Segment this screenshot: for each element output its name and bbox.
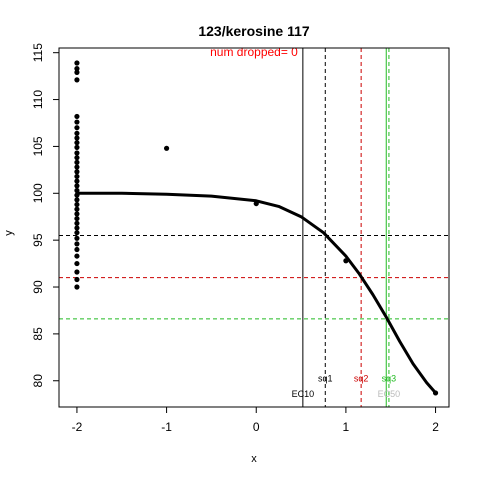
data-point [74, 276, 80, 283]
data-point [74, 140, 80, 146]
data-point [74, 241, 80, 247]
data-point [74, 159, 80, 165]
fit-curve [75, 191, 438, 395]
x-tick-label: 2 [432, 420, 439, 434]
data-point [74, 69, 80, 75]
x-tick-label: 1 [343, 420, 350, 434]
data-point [74, 119, 80, 125]
data-point [432, 390, 439, 396]
data-point [74, 144, 80, 150]
x-axis-label: x [251, 453, 257, 465]
data-point [74, 235, 80, 241]
data-point [74, 125, 80, 131]
fit-curve-layer [75, 191, 438, 395]
x-tick-label: -2 [72, 420, 83, 434]
data-point [74, 201, 80, 208]
chart-title: 123/kerosine 117 [198, 23, 310, 39]
y-tick-label: 115 [31, 43, 45, 62]
y-tick-label: 110 [31, 90, 45, 109]
line-label-sq3: sq3 [382, 373, 397, 383]
data-point [74, 197, 80, 203]
data-point [74, 220, 80, 226]
data-point [74, 135, 80, 141]
data-point [74, 211, 80, 217]
data-point [74, 178, 80, 184]
y-tick-label: 100 [31, 183, 45, 203]
data-point [74, 225, 80, 231]
x-tick-label: 0 [253, 420, 260, 434]
line-label-sq1: sq1 [318, 373, 333, 383]
data-point [74, 130, 80, 136]
data-point [74, 164, 80, 170]
data-point [74, 169, 80, 175]
data-point [74, 253, 80, 259]
plot-frame [58, 47, 450, 408]
data-point [163, 145, 170, 151]
line-label-sq2: sq2 [354, 373, 369, 383]
data-point [74, 150, 80, 156]
data-point [74, 155, 80, 161]
data-point [74, 192, 80, 198]
chart-subtitle: num dropped= 0 [210, 45, 298, 59]
line-label-ec50: EC50 [378, 389, 401, 399]
data-point [74, 183, 80, 189]
data-point [74, 246, 80, 253]
data-point [74, 173, 80, 180]
data-point [74, 113, 80, 120]
data-point [74, 60, 80, 66]
data-point [74, 77, 80, 83]
y-tick-label: 105 [31, 136, 45, 156]
data-point [74, 206, 80, 212]
reference-lines [59, 48, 449, 407]
data-point [74, 66, 80, 72]
y-tick-label: 95 [31, 233, 45, 247]
line-label-ec10: EC10 [292, 389, 315, 399]
data-point [74, 260, 80, 267]
y-tick-label: 85 [31, 327, 45, 341]
y-tick-label: 80 [31, 374, 45, 388]
data-points [74, 60, 439, 396]
y-tick-label: 90 [31, 280, 45, 294]
data-point [253, 200, 259, 207]
data-point [74, 284, 80, 290]
data-point [74, 230, 80, 236]
axes: -2 -1 0 1 2 80 85 90 95 100 105 110 115 [31, 43, 439, 434]
data-point [343, 258, 349, 264]
data-point [74, 187, 80, 194]
y-axis-label: y [3, 230, 15, 236]
data-point [74, 215, 80, 222]
x-tick-label: -1 [161, 420, 172, 434]
data-point [74, 269, 80, 275]
